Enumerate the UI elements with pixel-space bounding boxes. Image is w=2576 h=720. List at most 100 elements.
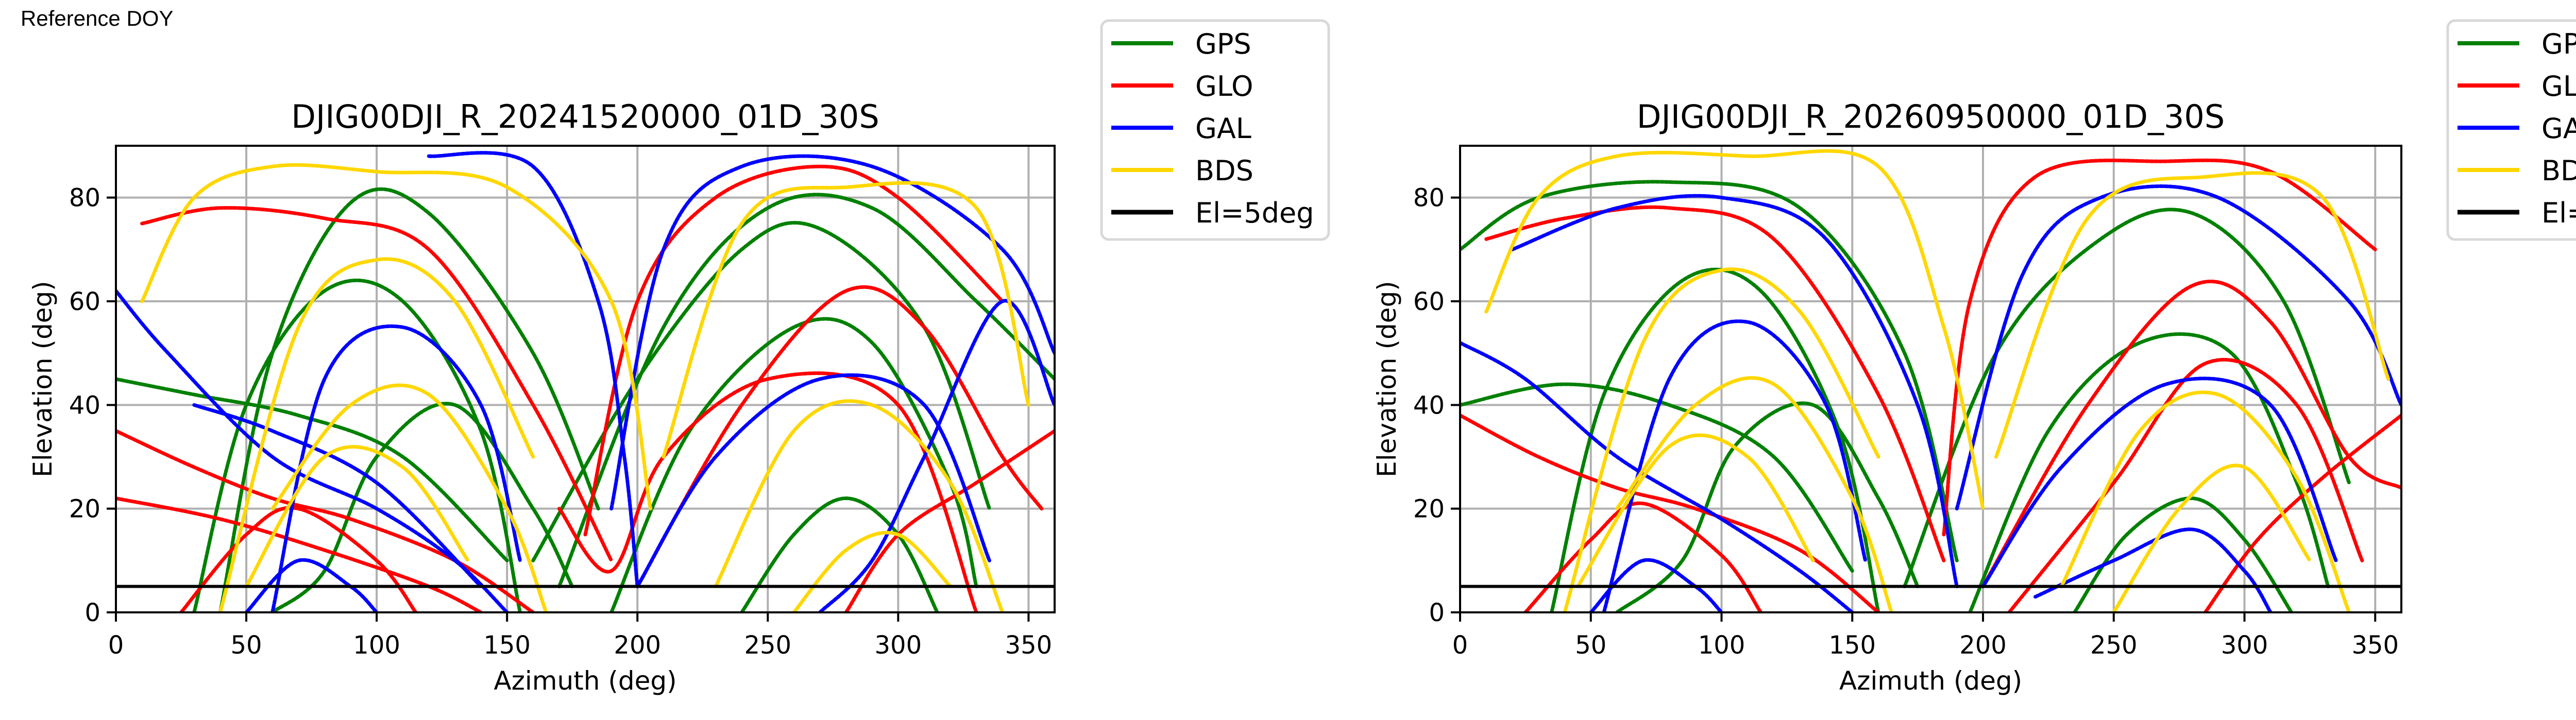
legend-label: GAL <box>2541 112 2576 145</box>
y-tick-label: 0 <box>84 598 100 627</box>
x-tick-label: 100 <box>353 631 400 660</box>
legend-label: El=5deg <box>1195 197 1314 229</box>
legend-label: GPS <box>2541 28 2576 60</box>
track-gal <box>1460 341 1854 612</box>
track-glo <box>140 206 614 562</box>
chart-1: 0 50 100 150 200 250 300 350 0 20 40 60 80 DJIG00DJI_… <box>28 19 1330 696</box>
track-bds <box>1615 376 1893 612</box>
legend-box <box>2446 19 2576 241</box>
legend-label: GAL <box>1195 112 1251 145</box>
track-gal <box>635 373 991 589</box>
x-tick-label: 50 <box>1575 631 1606 660</box>
track-gal <box>818 299 1055 612</box>
y-axis-label: Elevation (deg) <box>1372 281 1402 477</box>
track-gal <box>1981 376 2338 589</box>
track-gps <box>1550 267 1880 612</box>
track-glo <box>1981 280 2401 589</box>
track-gal <box>427 151 639 589</box>
track-gps <box>531 221 991 562</box>
axes-frame <box>115 145 1056 613</box>
y-tick-label: 80 <box>69 184 100 213</box>
track-gps <box>740 496 939 612</box>
legend-label: BDS <box>2541 155 2576 187</box>
track-gps <box>2073 496 2294 612</box>
track-gal <box>1955 184 2401 511</box>
figure-label: Reference DOY <box>21 6 173 30</box>
y-tick-label: 60 <box>1413 287 1445 316</box>
track-glo <box>583 164 1005 537</box>
track-bds <box>1484 149 1985 511</box>
legend-label: El=5deg <box>2541 197 2576 229</box>
track-gps <box>1903 208 2351 589</box>
track-gps <box>116 377 509 562</box>
track-gps <box>218 187 600 612</box>
track-bds <box>1994 171 2391 459</box>
legend-label: GLO <box>1195 70 1253 102</box>
track-gps <box>1460 382 1854 573</box>
plot-area <box>1460 149 2401 612</box>
x-tick-label: 200 <box>1959 631 2007 660</box>
track-glo <box>2007 357 2364 612</box>
chart-title: DJIG00DJI_R_20241520000_01D_30S <box>291 98 879 135</box>
x-tick-label: 200 <box>614 631 661 660</box>
x-tick-label: 300 <box>875 631 922 660</box>
track-glo <box>2203 413 2401 612</box>
track-gps <box>192 278 522 612</box>
track-gal <box>609 154 1055 511</box>
x-tick-label: 300 <box>2221 631 2268 660</box>
legend: GPS GLO GAL BDS El=5deg <box>2446 19 2576 241</box>
track-gps <box>1968 332 2330 612</box>
y-tick-label: 40 <box>1413 391 1445 420</box>
y-tick-label: 20 <box>1413 495 1445 524</box>
legend-label: GLO <box>2541 70 2576 102</box>
x-tick-label: 150 <box>1828 631 1876 660</box>
track-bds <box>662 181 1030 459</box>
chart-title: DJIG00DJI_R_20260950000_01D_30S <box>1637 98 2225 135</box>
track-bds <box>1575 433 1815 589</box>
track-gal <box>1511 194 1959 589</box>
legend: GPS GLO GAL BDS El=5deg <box>1100 19 1330 241</box>
y-tick-label: 20 <box>69 495 100 524</box>
legend-label: GPS <box>1195 28 1251 60</box>
y-tick-label: 60 <box>69 287 100 316</box>
track-glo <box>1523 501 1763 612</box>
track-glo <box>635 285 1044 589</box>
track-bds <box>244 445 470 589</box>
legend-label: BDS <box>1195 155 1253 187</box>
track-bds <box>2059 390 2351 612</box>
track-bds <box>218 257 535 612</box>
track-bds <box>270 383 548 612</box>
track-gps <box>1615 401 1920 612</box>
track-glo <box>844 429 1055 612</box>
track-glo <box>557 371 978 612</box>
y-tick-label: 0 <box>1429 598 1445 627</box>
track-gal <box>270 324 522 612</box>
x-tick-label: 350 <box>2351 631 2399 660</box>
legend-box <box>1100 19 1330 241</box>
x-tick-label: 0 <box>108 631 124 660</box>
x-tick-label: 100 <box>1698 631 1745 660</box>
chart-2: 0 50 100 150 200 250 300 350 0 20 40 60 80 DJIG00DJI_… <box>1372 19 2576 696</box>
track-bds <box>1563 267 1880 612</box>
track-glo <box>116 429 535 612</box>
track-glo <box>1484 205 1946 562</box>
track-gal <box>192 403 483 589</box>
axes-frame <box>1459 145 2402 613</box>
x-axis-label: Azimuth (deg) <box>494 666 676 696</box>
track-glo <box>1942 158 2377 537</box>
x-tick-label: 150 <box>483 631 531 660</box>
x-tick-label: 250 <box>744 631 791 660</box>
track-gal <box>2033 527 2273 612</box>
track-glo <box>116 496 483 612</box>
track-bds <box>2112 464 2312 612</box>
track-glo <box>179 506 418 612</box>
x-axis-label: Azimuth (deg) <box>1839 666 2022 696</box>
track-gps <box>270 402 574 612</box>
x-tick-label: 350 <box>1005 631 1053 660</box>
track-gal <box>244 558 379 612</box>
track-bds <box>714 399 1005 612</box>
track-gps <box>557 193 1055 589</box>
x-tick-label: 50 <box>231 631 262 660</box>
x-tick-label: 0 <box>1452 631 1468 660</box>
